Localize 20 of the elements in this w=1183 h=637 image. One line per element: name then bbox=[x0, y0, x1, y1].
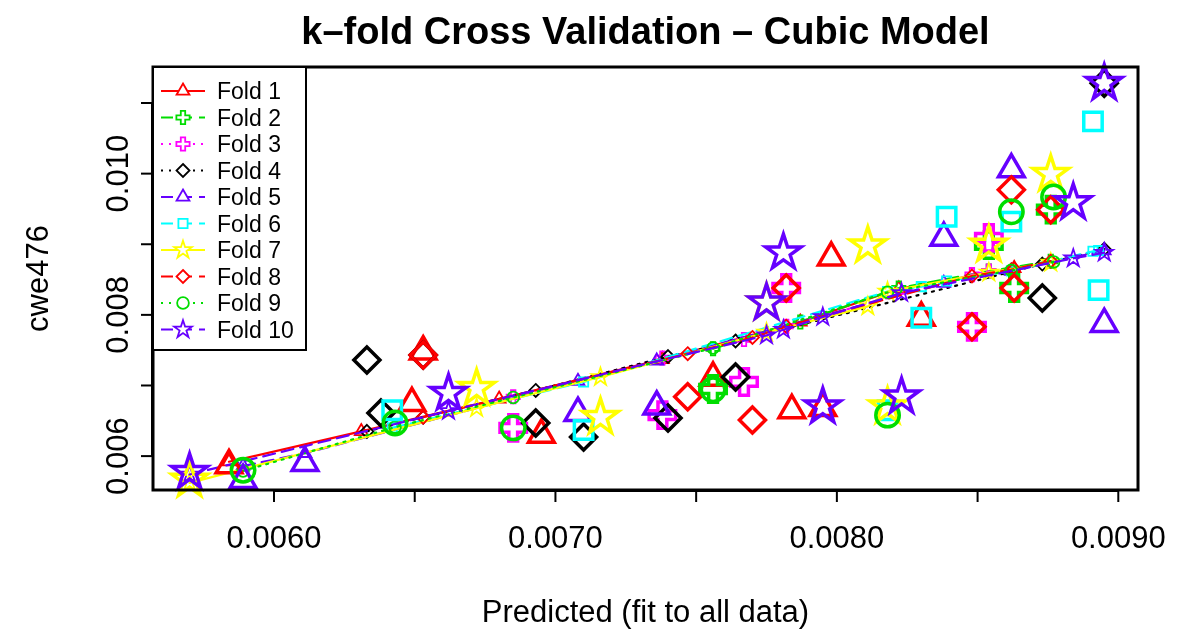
legend-label: Fold 7 bbox=[217, 237, 281, 263]
chart-title: k–fold Cross Validation – Cubic Model bbox=[301, 10, 990, 52]
legend-label: Fold 1 bbox=[217, 78, 281, 104]
x-tick-label: 0.0080 bbox=[789, 520, 885, 555]
legend-label: Fold 8 bbox=[217, 263, 281, 290]
legend-label: Fold 5 bbox=[217, 184, 281, 210]
y-tick-label: 0.008 bbox=[100, 276, 135, 354]
x-axis-title: Predicted (fit to all data) bbox=[481, 594, 810, 629]
legend-label: Fold 10 bbox=[217, 316, 294, 343]
y-tick-label: 0.010 bbox=[100, 134, 135, 213]
x-tick-label: 0.0070 bbox=[508, 520, 603, 555]
legend-label: Fold 3 bbox=[217, 131, 281, 157]
x-tick-label: 0.0090 bbox=[1070, 520, 1166, 555]
legend-label: Fold 2 bbox=[217, 104, 281, 131]
legend-label: Fold 4 bbox=[217, 157, 282, 184]
legend-label: Fold 9 bbox=[217, 290, 281, 316]
legend-label: Fold 6 bbox=[217, 210, 281, 237]
y-tick-label: 0.006 bbox=[100, 417, 135, 495]
y-axis-title: cwe476 bbox=[20, 225, 55, 332]
x-tick-label: 0.0060 bbox=[226, 520, 322, 555]
